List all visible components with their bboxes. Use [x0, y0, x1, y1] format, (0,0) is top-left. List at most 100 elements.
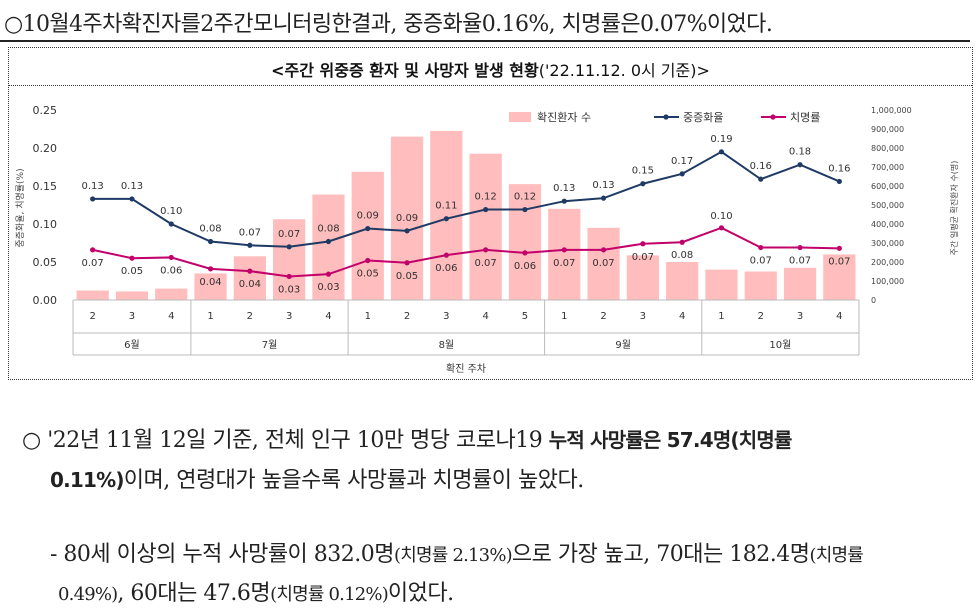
y-left-tick: 0.05: [33, 256, 58, 269]
fatality-rate-line-point: [443, 252, 449, 258]
week-tick-label: 5: [522, 311, 528, 322]
legend-fatality-label: 치명률: [790, 111, 820, 124]
case-bar: [587, 227, 620, 300]
intro-line: ○10월4주차확진자를2주간모니터링한결과, 중증화율0.16%, 치명률은0.…: [4, 12, 773, 37]
month-label: 6월: [124, 339, 140, 351]
legend-bars-swatch: [509, 112, 531, 122]
case-bar: [76, 290, 109, 300]
fatality-rate-line-point: [797, 244, 803, 251]
legend-severe-marker: [663, 114, 669, 120]
fatality-rate-label: 0.07: [750, 256, 772, 267]
severe-rate-label: 0.17: [671, 156, 693, 167]
paragraph-2-line2-a: 0.49%): [58, 584, 118, 605]
week-tick-label: 3: [129, 311, 135, 322]
severe-rate-line-point: [90, 196, 96, 202]
fatality-rate-line-point: [600, 247, 607, 253]
y-right-tick: 700,000: [871, 163, 904, 172]
fatality-rate-line: [92, 226, 840, 278]
severe-rate-line-point: [718, 149, 725, 155]
severe-rate-label: 0.19: [710, 134, 732, 145]
fatality-rate-line-point: [365, 257, 371, 264]
fatality-rate-label: 0.04: [239, 279, 261, 290]
fatality-rate-line-point: [129, 255, 135, 261]
case-bar: [312, 194, 345, 300]
case-bar: [626, 255, 659, 300]
fatality-rate-line-point: [325, 271, 332, 277]
y-right-tick: 100,000: [871, 277, 904, 286]
severe-rate-line-point: [207, 238, 214, 245]
y-right-tick: 600,000: [871, 182, 904, 191]
paragraph-1-line-2: 0.11%)이며, 연령대가 높을수록 사망률과 치명률이 높았다.: [50, 462, 584, 494]
fatality-rate-label: 0.06: [160, 265, 182, 276]
paragraph-1-prefix: ○ '22년 11월 12일 기준, 전체 인구 10만 명당 코로나19: [22, 428, 549, 453]
week-tick-label: 4: [168, 311, 174, 322]
case-bar: [508, 184, 542, 300]
case-bar: [351, 171, 384, 300]
fatality-rate-label: 0.07: [592, 258, 614, 269]
fatality-rate-label: 0.05: [121, 266, 143, 277]
case-bar: [194, 273, 227, 300]
title-divider: [9, 85, 972, 86]
y-left-tick: 0.10: [33, 218, 58, 231]
severe-rate-label: 0.13: [121, 181, 143, 192]
severe-rate-line-point: [836, 178, 842, 185]
fatality-rate-label: 0.06: [435, 263, 457, 274]
fatality-rate-line-point: [207, 266, 214, 272]
fatality-rate-line-point: [679, 239, 685, 245]
week-tick-label: 4: [836, 311, 842, 322]
y-left-tick: 0.25: [33, 104, 58, 117]
fatality-rate-line-point: [404, 260, 410, 266]
severe-rate-line-point: [600, 195, 607, 201]
week-tick-label: 2: [89, 311, 95, 322]
fatality-rate-label: 0.06: [514, 261, 536, 272]
fatality-rate-line-point: [286, 273, 292, 280]
month-label: 8월: [439, 339, 455, 351]
severe-rate-label: 0.10: [160, 206, 182, 217]
case-bar: [273, 219, 306, 300]
case-bar: [783, 267, 817, 300]
severe-rate-label: 0.13: [553, 183, 575, 194]
fatality-rate-label: 0.07: [475, 258, 497, 269]
chart-title-date: ('22.11.12. 0시 기준)>: [538, 61, 710, 80]
severe-rate-line-point: [404, 228, 410, 234]
y-right-tick: 900,000: [871, 125, 904, 134]
case-bar: [744, 271, 777, 300]
paragraph-1-suffix: 이며, 연령대가 높을수록 사망률과 치명률이 높았다.: [123, 468, 585, 493]
fatality-rate-label: 0.07: [82, 258, 104, 269]
combo-chart: 0.00 0.05 0.10 0.15 0.20 0.25 0 100,000 200,000 3…: [14, 104, 959, 375]
severe-rate-line-point: [640, 181, 646, 187]
paragraph-2-line1-c: 으로 가장 높고, 70대는 182.4명: [511, 542, 810, 567]
week-tick-label: 3: [443, 311, 449, 322]
fatality-rate-line-point: [718, 225, 725, 231]
month-label: 7월: [262, 339, 278, 351]
month-label: 9월: [615, 339, 631, 351]
severe-rate-label: 0.13: [82, 181, 104, 192]
severe-rate-line-point: [286, 244, 292, 250]
case-bar: [115, 291, 149, 300]
fatality-rate-line-point: [247, 268, 253, 274]
fatality-rate-line-point: [561, 247, 567, 253]
fatality-rate-label: 0.07: [789, 256, 811, 267]
week-tick-label: 1: [207, 311, 213, 322]
severe-rate-label: 0.13: [592, 180, 614, 191]
week-tick-label: 2: [247, 311, 253, 322]
fatality-rate-label: 0.04: [199, 277, 221, 288]
severe-rate-line-point: [561, 198, 567, 204]
case-bar: [705, 269, 738, 300]
y-right-tick: 0: [871, 296, 876, 305]
severe-rate-label: 0.08: [317, 223, 339, 234]
fatality-rate-line-point: [522, 250, 528, 256]
y-right-tick: 200,000: [871, 258, 904, 267]
severe-rate-line-point: [325, 238, 332, 245]
legend-fatality-marker: [770, 114, 776, 120]
paragraph-1-line-1: ○ '22년 11월 12일 기준, 전체 인구 10만 명당 코로나19 누적…: [22, 422, 792, 454]
chart-title: <주간 위중증 환자 및 사망자 발생 현황('22.11.12. 0시 기준)…: [9, 57, 972, 81]
week-tick-label: 4: [679, 311, 685, 322]
severe-rate-line-point: [365, 225, 371, 232]
week-tick-label: 1: [365, 311, 371, 322]
severe-rate-line-point: [443, 216, 449, 222]
severe-rate-line-point: [758, 176, 764, 182]
fatality-rate-line-point: [168, 254, 174, 261]
severe-rate-label: 0.18: [789, 147, 811, 158]
y-right-tick: 300,000: [871, 239, 904, 248]
